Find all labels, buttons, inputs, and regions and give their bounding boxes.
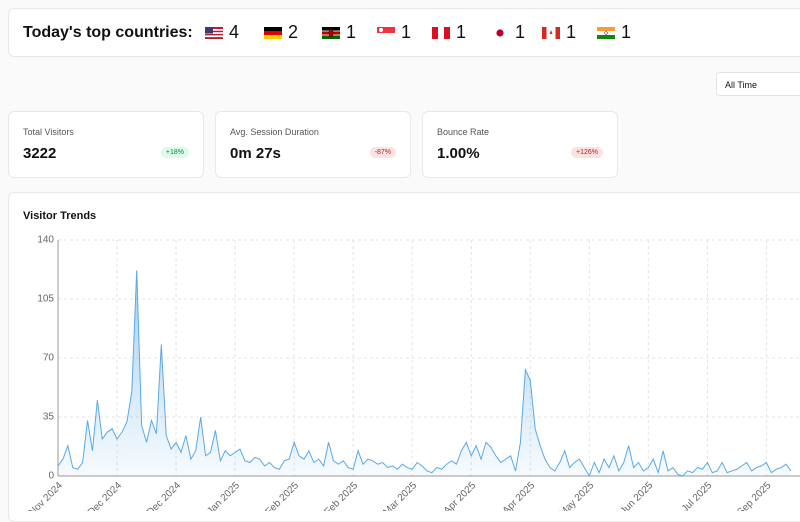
flag <box>205 26 223 39</box>
y-tick-label: 105 <box>37 294 54 305</box>
area <box>58 270 791 476</box>
country: 1 <box>432 22 466 43</box>
flag <box>377 26 395 39</box>
x-tick-label: Sep 2025 <box>735 480 773 511</box>
stat-card: Bounce Rate 1.00% +126% <box>422 111 618 178</box>
line <box>57 270 792 478</box>
country-count: 1 <box>566 22 577 42</box>
stat-label: Avg. Session Duration <box>230 127 319 137</box>
flag <box>322 26 340 39</box>
x-tick-label: Jan 2025 <box>205 480 242 511</box>
country-count: 1 <box>401 22 412 42</box>
country-count: 1 <box>456 22 467 42</box>
x-tick-label: Dec 2024 <box>86 480 124 511</box>
country-count: 1 <box>515 22 526 42</box>
country-count: 1 <box>346 22 357 42</box>
x-tick-label: Nov 2024 <box>27 480 65 511</box>
x-tick-label: Feb 2025 <box>263 480 301 511</box>
country: 1 <box>491 22 525 43</box>
x-tick-label: Apr 2025 <box>442 480 479 511</box>
stat-value: 1.00% <box>437 145 480 162</box>
country: 1 <box>322 22 356 43</box>
flag <box>491 26 509 39</box>
y-tick-label: 70 <box>43 353 55 364</box>
stat-change: +18% <box>160 147 189 158</box>
y-tick-label: 0 <box>48 471 54 482</box>
top-countries: Today's top countries: 4 2 1 1 1 1 1 1 <box>8 8 800 57</box>
x-tick-label: May 2025 <box>557 480 596 511</box>
country-count: 2 <box>288 22 299 42</box>
country: 1 <box>597 22 631 43</box>
y-tick-label: 35 <box>43 412 55 423</box>
country-count: 4 <box>229 22 240 42</box>
stat-change: +126% <box>571 147 603 158</box>
flag <box>597 26 615 39</box>
y-tick-label: 140 <box>37 235 54 246</box>
flag <box>432 26 450 39</box>
x-tick-label: Dec 2024 <box>145 480 183 511</box>
x-tick-label: Jun 2025 <box>618 480 655 511</box>
stat-label: Bounce Rate <box>437 127 490 137</box>
country: 4 <box>205 22 239 43</box>
x-tick-label: Feb 2025 <box>322 480 360 511</box>
stat-card: Total Visitors 3222 +18% <box>8 111 204 178</box>
country: 1 <box>377 22 411 43</box>
x-tick-label: Jul 2025 <box>680 480 715 511</box>
time-filter[interactable]: All Time <box>716 72 800 96</box>
top-countries-title: Today's top countries: <box>23 24 193 41</box>
stat-value: 0m 27s <box>230 145 281 162</box>
stat-change: -87% <box>369 147 396 158</box>
stat-value: 3222 <box>23 145 57 162</box>
stat-label: Total Visitors <box>23 127 74 137</box>
x-tick-label: Apr 2025 <box>501 480 538 511</box>
stat-card: Avg. Session Duration 0m 27s -87% <box>215 111 411 178</box>
country: 1 <box>542 22 576 43</box>
flag <box>542 26 560 39</box>
country: 2 <box>264 22 298 43</box>
chart: 0 35 70 105 140 Nov 2024 Dec 2024 Dec 2024 Jan 2… <box>27 235 800 511</box>
x-tick-label: Mar 2025 <box>382 480 420 511</box>
country-count: 1 <box>621 22 632 42</box>
page: Today's top countries: 4 2 1 1 1 1 1 1 A… <box>8 8 800 522</box>
chart-title: Visitor Trends <box>23 210 97 222</box>
flag <box>264 26 282 39</box>
